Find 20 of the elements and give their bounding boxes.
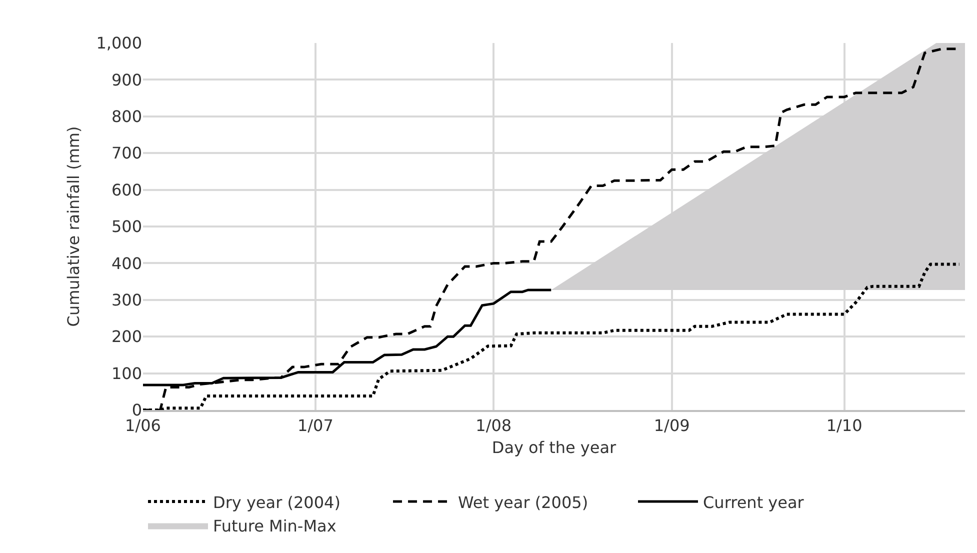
y-tick-label: 800: [111, 107, 142, 126]
y-tick-label: 500: [111, 217, 142, 236]
legend-label: Dry year (2004): [213, 492, 340, 512]
y-tick-label: 900: [111, 70, 142, 90]
x-tick-label: 1/10: [826, 416, 862, 435]
x-tick-label: 1/08: [476, 416, 512, 435]
legend-label: Wet year (2005): [458, 492, 588, 512]
y-tick-label: 300: [111, 290, 142, 310]
x-tick-label: 1/09: [654, 416, 690, 435]
y-axis-title: Cumulative rainfall (mm): [64, 126, 84, 327]
y-tick-label: 400: [111, 254, 142, 273]
y-tick-label: 1,000: [96, 34, 142, 53]
y-tick-label: 600: [111, 180, 142, 200]
y-tick-label: 700: [111, 144, 142, 163]
legend-label: Current year: [703, 492, 804, 512]
y-tick-label: 100: [111, 364, 142, 383]
legend-label: Future Min-Max: [213, 516, 336, 536]
x-tick-label: 1/07: [297, 416, 334, 435]
y-tick-label: 200: [111, 327, 142, 346]
x-axis-title: Day of the year: [492, 438, 617, 458]
